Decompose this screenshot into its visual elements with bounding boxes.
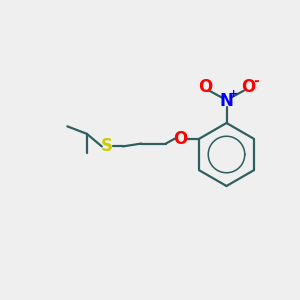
Text: -: - [254, 74, 260, 88]
Text: +: + [229, 89, 238, 99]
Text: O: O [173, 130, 188, 148]
Text: O: O [241, 78, 255, 96]
Text: O: O [198, 78, 212, 96]
Text: N: N [220, 92, 233, 110]
Text: S: S [101, 137, 113, 155]
